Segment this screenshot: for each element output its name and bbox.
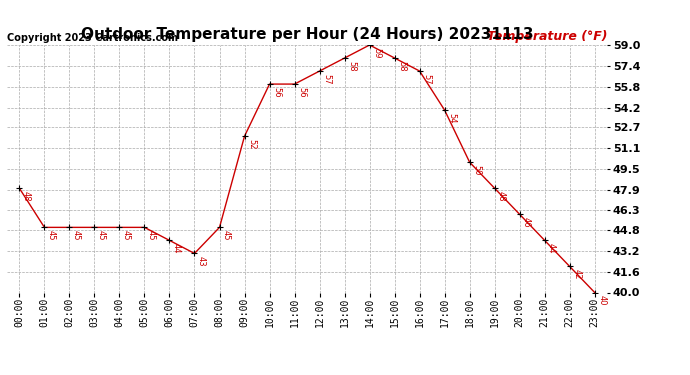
- Text: 45: 45: [72, 230, 81, 241]
- Text: 45: 45: [97, 230, 106, 241]
- Text: 45: 45: [47, 230, 56, 241]
- Text: 57: 57: [322, 74, 331, 84]
- Text: 48: 48: [22, 191, 31, 202]
- Text: 46: 46: [522, 217, 531, 228]
- Text: 50: 50: [472, 165, 481, 176]
- Text: 45: 45: [222, 230, 231, 241]
- Text: 54: 54: [447, 113, 456, 123]
- Text: 45: 45: [122, 230, 131, 241]
- Title: Outdoor Temperature per Hour (24 Hours) 20231113: Outdoor Temperature per Hour (24 Hours) …: [81, 27, 533, 42]
- Text: 58: 58: [397, 61, 406, 71]
- Text: 52: 52: [247, 139, 256, 150]
- Text: 48: 48: [497, 191, 506, 202]
- Text: 43: 43: [197, 256, 206, 267]
- Text: 59: 59: [372, 48, 381, 58]
- Text: 44: 44: [172, 243, 181, 254]
- Text: Temperature (°F): Temperature (°F): [486, 30, 607, 42]
- Text: 56: 56: [272, 87, 281, 98]
- Text: 40: 40: [597, 295, 606, 306]
- Text: 57: 57: [422, 74, 431, 84]
- Text: 42: 42: [572, 269, 581, 280]
- Text: 44: 44: [547, 243, 556, 254]
- Text: Copyright 2023 Cartronics.com: Copyright 2023 Cartronics.com: [7, 33, 178, 42]
- Text: 56: 56: [297, 87, 306, 98]
- Text: 45: 45: [147, 230, 156, 241]
- Text: 58: 58: [347, 61, 356, 71]
